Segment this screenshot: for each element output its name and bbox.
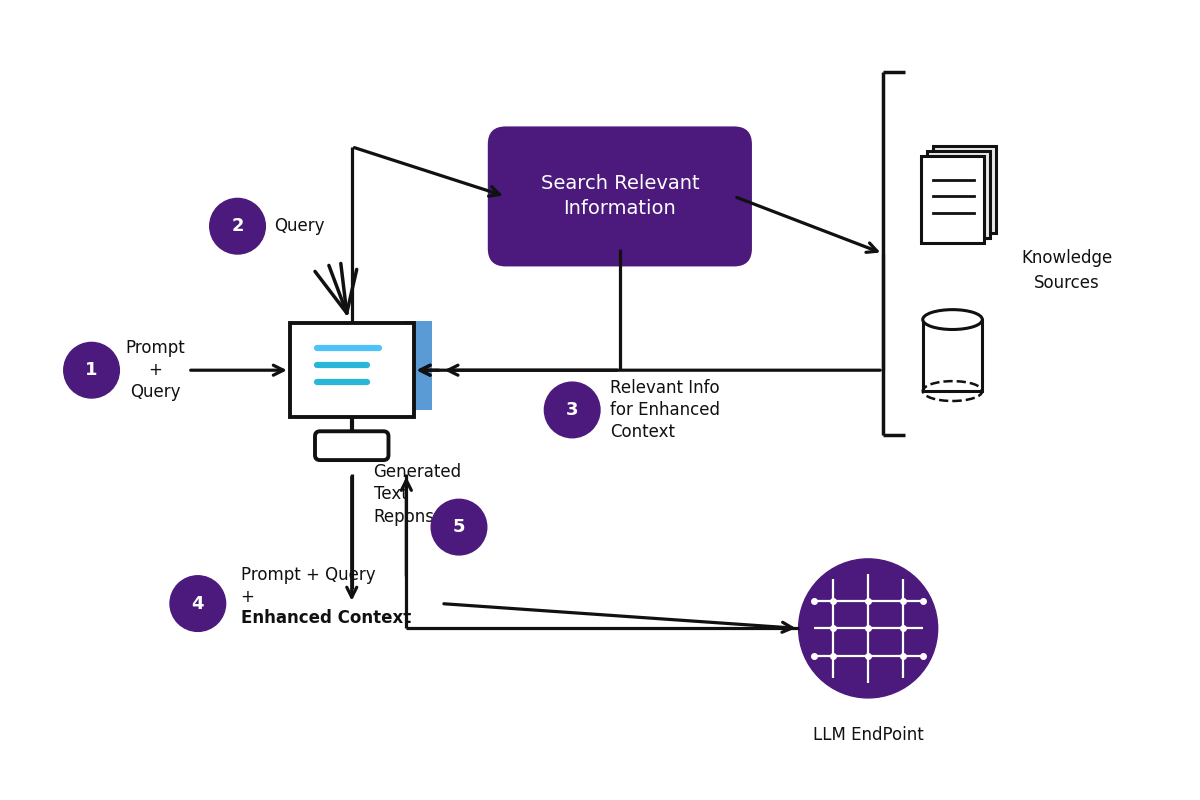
FancyBboxPatch shape <box>487 126 752 266</box>
Text: Query: Query <box>275 218 325 235</box>
FancyBboxPatch shape <box>932 146 996 233</box>
Text: Knowledge
Sources: Knowledge Sources <box>1021 250 1112 293</box>
Text: Relevant Info
for Enhanced
Context: Relevant Info for Enhanced Context <box>610 378 720 441</box>
Text: Prompt + Query
+: Prompt + Query + <box>240 566 376 606</box>
FancyBboxPatch shape <box>404 321 432 410</box>
Text: 3: 3 <box>566 401 578 419</box>
Ellipse shape <box>923 310 983 330</box>
Text: Generated
Text
Reponse: Generated Text Reponse <box>373 463 462 526</box>
Text: 4: 4 <box>192 594 204 613</box>
FancyBboxPatch shape <box>920 156 984 243</box>
Text: 2: 2 <box>232 218 244 235</box>
Text: Search Relevant
Information: Search Relevant Information <box>540 174 700 218</box>
FancyBboxPatch shape <box>923 319 983 391</box>
FancyBboxPatch shape <box>314 431 389 460</box>
Circle shape <box>64 342 119 398</box>
Text: 5: 5 <box>452 518 466 536</box>
Circle shape <box>210 198 265 254</box>
Circle shape <box>545 382 600 438</box>
Text: 1: 1 <box>85 362 98 379</box>
Circle shape <box>170 576 226 631</box>
FancyBboxPatch shape <box>289 323 414 418</box>
Text: Enhanced Context: Enhanced Context <box>240 610 410 627</box>
Circle shape <box>799 559 937 698</box>
Text: Prompt
+
Query: Prompt + Query <box>125 339 185 402</box>
Text: LLM EndPoint: LLM EndPoint <box>812 726 924 744</box>
Circle shape <box>431 499 487 555</box>
FancyBboxPatch shape <box>926 150 990 238</box>
